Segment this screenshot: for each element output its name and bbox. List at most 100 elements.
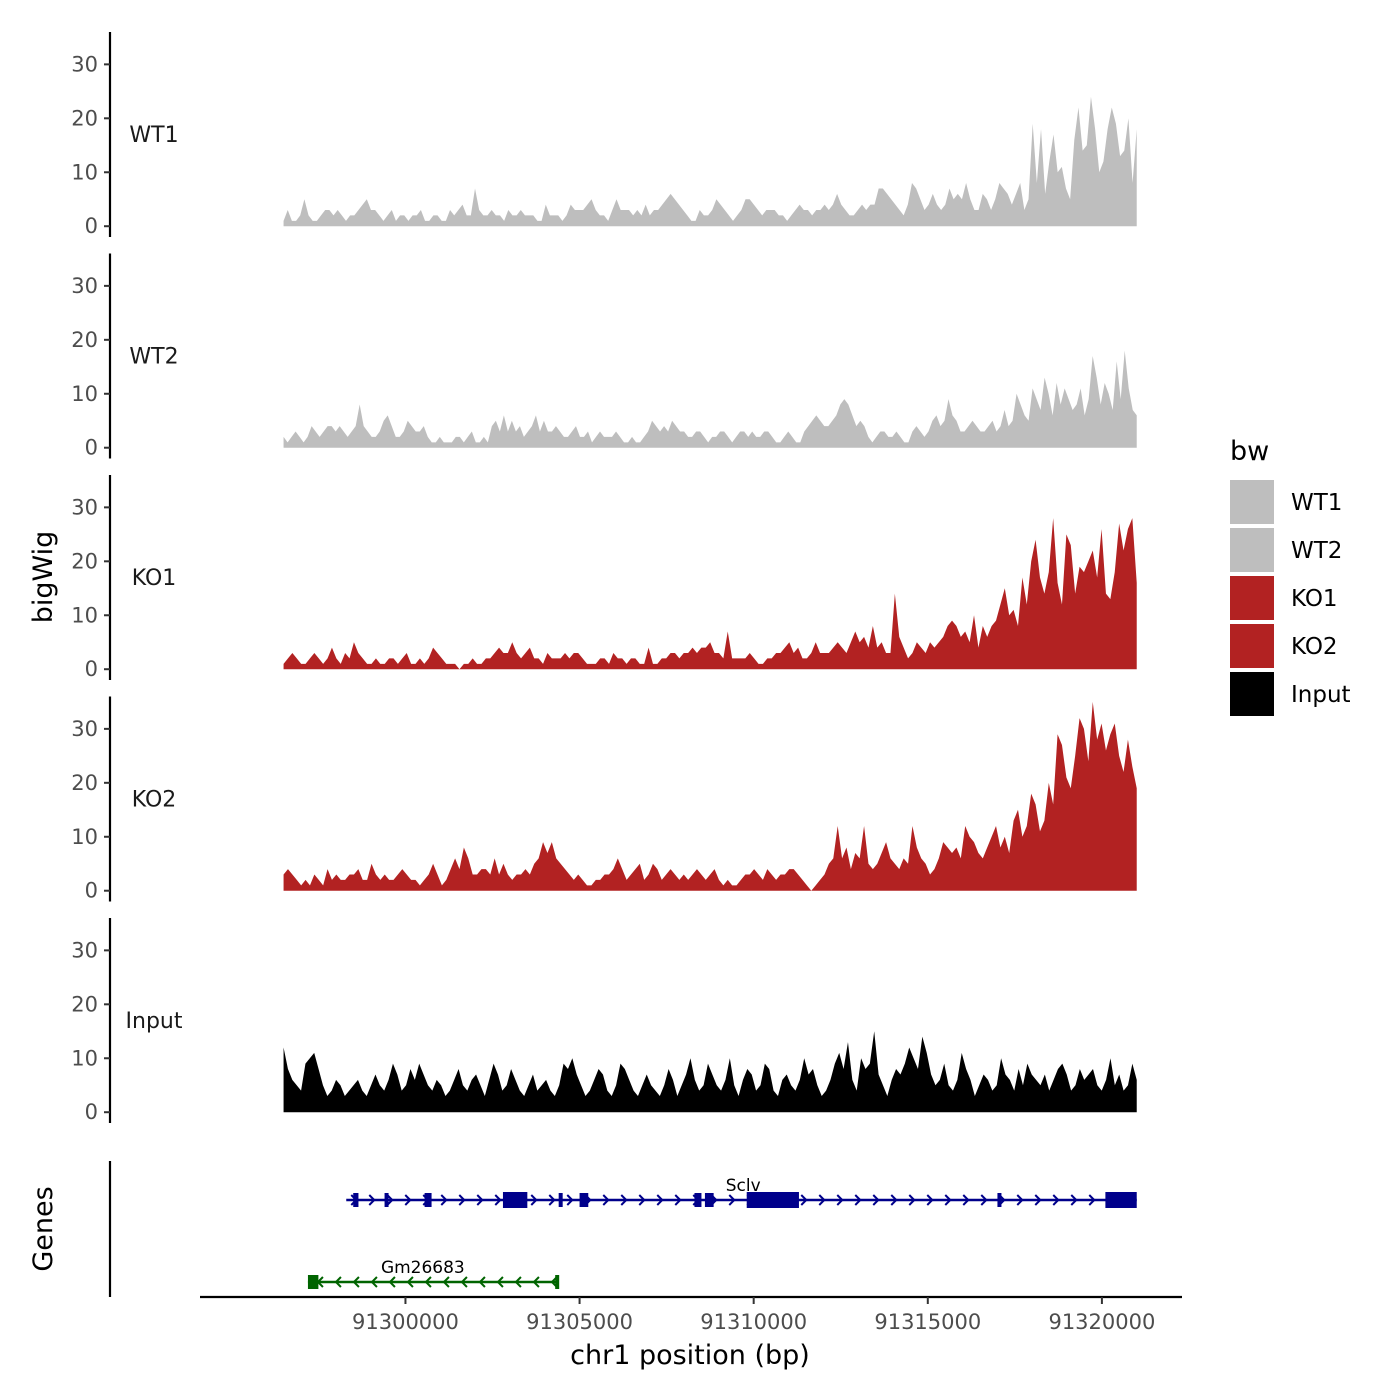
strand-arrow	[548, 1194, 556, 1206]
strand-arrow	[532, 1276, 540, 1288]
exon	[384, 1193, 389, 1207]
legend-label-ko1: KO1	[1291, 586, 1338, 612]
x-tick-label: 91320000	[1048, 1310, 1155, 1334]
coverage-area-wt2	[283, 350, 1137, 448]
strand-arrow	[836, 1194, 844, 1206]
bigwig-tracks: 0 10 20 30 WT1 0 10 20 30 WT2 0 10 20 30 KO1 0 10 20 30 KO2…	[71, 32, 1137, 1124]
y-tick-label: 30	[71, 495, 98, 519]
y-tick-label: 30	[71, 938, 98, 962]
coverage-area-ko1	[283, 518, 1137, 670]
exon	[307, 1275, 319, 1289]
strand-arrow	[620, 1194, 628, 1206]
exon	[555, 1275, 560, 1289]
exon	[704, 1193, 714, 1207]
y-tick-label: 20	[71, 771, 98, 795]
legend-key-input	[1230, 672, 1274, 716]
y-tick-label: 30	[71, 274, 98, 298]
strand-arrow	[1070, 1194, 1078, 1206]
y-tick-label: 0	[85, 879, 98, 903]
legend-key-wt1	[1230, 480, 1274, 524]
exon	[579, 1193, 589, 1207]
track-ko2: 0 10 20 30 KO2	[71, 696, 1137, 903]
legend-key-wt2	[1230, 528, 1274, 572]
y-tick-label: 30	[71, 717, 98, 741]
y-tick-label: 0	[85, 657, 98, 681]
track-label: KO2	[132, 788, 177, 813]
strand-arrow	[872, 1194, 880, 1206]
strand-arrow	[1016, 1194, 1024, 1206]
y-tick-label: 20	[71, 106, 98, 130]
y-tick-label: 0	[85, 214, 98, 238]
track-label: WT1	[129, 123, 178, 148]
strand-arrow	[458, 1194, 466, 1206]
strand-arrow	[440, 1194, 448, 1206]
strand-arrow	[352, 1276, 360, 1288]
legend-title: bw	[1230, 436, 1269, 467]
x-tick-label: 91300000	[352, 1310, 459, 1334]
strand-arrow	[1034, 1194, 1042, 1206]
exon	[424, 1193, 432, 1207]
strand-arrow	[386, 1194, 394, 1206]
y-tick-label: 10	[71, 382, 98, 406]
strand-arrow	[496, 1276, 504, 1288]
strand-arrow	[368, 1194, 376, 1206]
x-axis: 91300000 91305000 91310000 91315000 91320000	[200, 1295, 1182, 1334]
track-wt2: 0 10 20 30 WT2	[71, 253, 1137, 460]
strand-arrow	[638, 1194, 646, 1206]
strand-arrow	[818, 1194, 826, 1206]
legend-key-ko2	[1230, 624, 1274, 668]
strand-arrow	[944, 1194, 952, 1206]
y-tick-label: 20	[71, 549, 98, 573]
legend-label-wt1: WT1	[1291, 490, 1342, 516]
strand-arrow	[890, 1194, 898, 1206]
y-tick-label: 10	[71, 825, 98, 849]
strand-arrow	[460, 1276, 468, 1288]
x-axis-title: chr1 position (bp)	[570, 1340, 810, 1371]
exon	[1105, 1192, 1137, 1208]
strand-arrow	[530, 1194, 538, 1206]
strand-arrow	[334, 1276, 342, 1288]
gene-label: Sclv	[726, 1176, 761, 1196]
track-label: WT2	[129, 345, 178, 370]
strand-arrow	[962, 1194, 970, 1206]
track-label: Input	[126, 1009, 183, 1034]
track-label: KO1	[132, 566, 177, 591]
x-tick-label: 91310000	[700, 1310, 807, 1334]
genes-track-title: Genes	[28, 1186, 59, 1271]
gene-gm26683: Gm26683	[307, 1258, 560, 1289]
y-tick-label: 20	[71, 992, 98, 1016]
track-input: 0 10 20 30 Input	[71, 918, 1137, 1124]
strand-arrow	[800, 1194, 808, 1206]
exon	[502, 1192, 528, 1208]
exon	[353, 1193, 359, 1207]
gene-track: Sclv Gm26683	[108, 1161, 1137, 1297]
legend-label-ko2: KO2	[1291, 634, 1338, 660]
coverage-area-input	[283, 1031, 1137, 1113]
exon	[746, 1192, 799, 1208]
strand-arrow	[424, 1276, 432, 1288]
strand-arrow	[1088, 1194, 1096, 1206]
coverage-area-ko2	[283, 701, 1137, 891]
exon	[997, 1193, 1002, 1207]
strand-arrow	[674, 1194, 682, 1206]
strand-arrow	[494, 1194, 502, 1206]
strand-arrow	[442, 1276, 450, 1288]
y-tick-label: 0	[85, 1100, 98, 1124]
exon	[558, 1193, 563, 1207]
coverage-area-wt1	[283, 96, 1137, 227]
y-axis-title: bigWig	[28, 531, 59, 624]
track-wt1: 0 10 20 30 WT1	[71, 32, 1137, 238]
strand-arrow	[370, 1276, 378, 1288]
strand-arrow	[926, 1194, 934, 1206]
y-tick-label: 10	[71, 603, 98, 627]
strand-arrow	[388, 1276, 396, 1288]
x-tick-label: 91305000	[526, 1310, 633, 1334]
strand-arrow	[980, 1194, 988, 1206]
legend-label-wt2: WT2	[1291, 538, 1342, 564]
y-tick-label: 20	[71, 328, 98, 352]
strand-arrow	[656, 1194, 664, 1206]
legend-key-ko1	[1230, 576, 1274, 620]
strand-arrow	[1052, 1194, 1060, 1206]
gene-sclv: Sclv	[346, 1176, 1137, 1208]
